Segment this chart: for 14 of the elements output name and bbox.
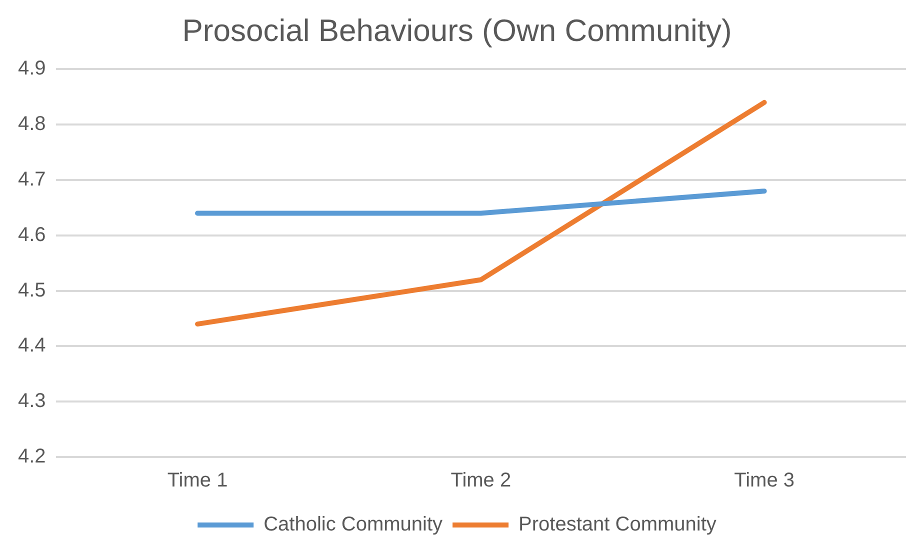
- y-tick-label: 4.8: [18, 113, 46, 136]
- y-tick-label: 4.5: [18, 279, 46, 302]
- chart-title: Prosocial Behaviours (Own Community): [182, 13, 732, 48]
- y-tick-label: 4.2: [18, 446, 46, 468]
- x-tick-label: Time 1: [167, 470, 228, 492]
- legend-label: Protestant Community: [518, 514, 716, 536]
- x-tick-label: Time 2: [450, 470, 512, 492]
- x-tick-label: Time 3: [734, 470, 794, 492]
- y-tick-label: 4.7: [18, 168, 46, 191]
- y-tick-label: 4.9: [18, 58, 46, 80]
- y-tick-label: 4.4: [18, 334, 46, 357]
- y-tick-label: 4.6: [18, 224, 46, 246]
- legend-label: Catholic Community: [264, 514, 443, 536]
- y-tick-label: 4.3: [18, 390, 46, 412]
